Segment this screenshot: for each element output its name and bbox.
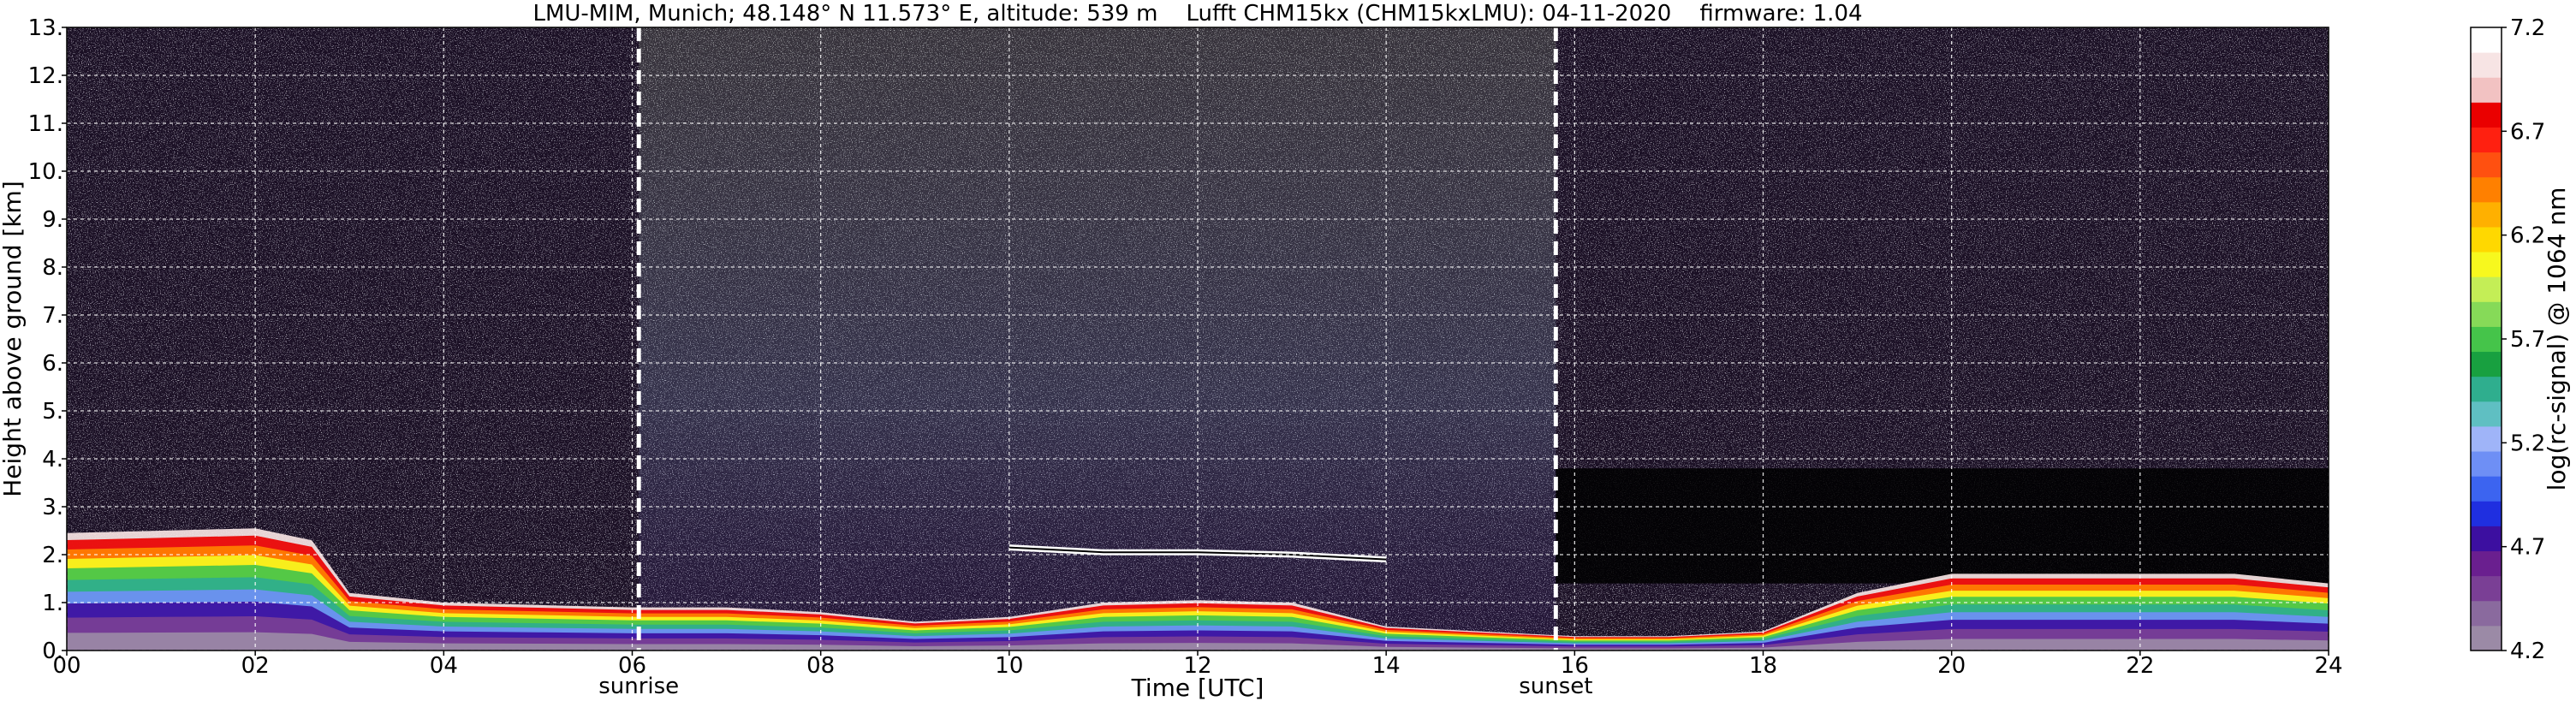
y-tick-label: 2. [42,543,63,568]
colorbar-segment [2471,351,2502,377]
x-axis: 00 02 04 06 08 10 12 14 16 18 20 22 24 [52,651,2343,679]
colorbar-segment [2471,425,2502,452]
colorbar-tick-label: 7.2 [2510,15,2545,41]
colorbar-segment [2471,301,2502,327]
y-tick-label: 9. [42,207,63,233]
colorbar-segment [2471,600,2502,627]
colorbar-segment [2471,276,2502,302]
colorbar-segment [2471,52,2502,78]
colorbar-tick-label: 6.2 [2510,223,2545,249]
colorbar-tick-label: 6.7 [2510,119,2545,145]
y-axis-label: Height above ground [km] [0,181,27,497]
y-tick-label: 8. [42,255,63,281]
colorbar-segment [2471,401,2502,427]
colorbar-segment [2471,176,2502,203]
y-tick-label: 13. [28,15,63,41]
y-tick-label: 3. [42,495,63,520]
sun-markers [636,27,1558,651]
colorbar-segment [2471,102,2502,128]
x-tick-label: 24 [2314,653,2342,679]
x-axis-label: Time [UTC] [1131,674,1264,702]
x-tick-label: 14 [1372,653,1401,679]
daytime-background-signal [639,27,1556,651]
colorbar-segment [2471,27,2502,53]
y-tick-label: 6. [42,351,63,377]
sun-marker-label: sunset [1519,674,1592,699]
colorbar-segment [2471,550,2502,577]
aerosol-band-8 [67,616,2329,651]
grid [67,27,2329,651]
elevated-layer-edge [1008,546,1387,561]
x-tick-label: 18 [1749,653,1777,679]
x-tick-label: 22 [2126,653,2154,679]
low-signal-region [1556,468,2329,584]
y-tick-label: 7. [42,303,63,329]
colorbar-label: log(rc-signal) @ 1064 nm [2543,187,2571,491]
x-tick-label: 16 [1561,653,1589,679]
marker-labels: sunrise sunset [598,674,1592,699]
colorbar-segment [2471,501,2502,526]
y-axis: 0. 1. 2. 3. 4. 5. 6. 7. 8. 9. 10. 11. 12. 13. [28,15,67,664]
y-tick-label: 4. [42,447,63,472]
plot-area [67,27,2329,651]
colorbar-segment [2471,127,2502,153]
x-tick-label: 10 [995,653,1023,679]
colorbar-segment [2471,575,2502,602]
y-tick-label: 11. [28,111,63,137]
y-tick-label: 0. [42,639,63,664]
x-tick-label: 04 [430,653,458,679]
colorbar-segment [2471,77,2502,103]
x-tick-label: 02 [241,653,270,679]
colorbar-segment [2471,451,2502,477]
y-tick-label: 12. [28,63,63,89]
colorbar-tick-label: 5.2 [2510,431,2545,456]
y-tick-label: 1. [42,591,63,616]
colorbar-tick-label: 5.7 [2510,327,2545,353]
colorbar-segment [2471,152,2502,178]
y-tick-label: 5. [42,399,63,425]
sun-marker-label: sunrise [598,674,679,699]
y-tick-label: 10. [28,159,63,185]
colorbar-segment [2471,625,2502,651]
x-tick-label: 12 [1183,653,1211,679]
colorbar-tick-label: 4.7 [2510,535,2545,561]
colorbar-segment [2471,201,2502,228]
colorbar: 4.2 4.7 5.2 5.7 6.2 6.7 7.2 [2470,15,2545,664]
x-tick-label: 20 [1937,653,1966,679]
colorbar-segment [2471,252,2502,277]
x-tick-label: 08 [806,653,835,679]
colorbar-tick-label: 4.2 [2510,639,2545,664]
colorbar-segment [2471,326,2502,353]
x-tick-label: 00 [52,653,80,679]
colorbar-segment [2471,376,2502,402]
x-tick-label: 06 [618,653,646,679]
chart-title: LMU-MIM, Munich; 48.148° N 11.573° E, al… [532,1,1862,27]
colorbar-segment [2471,476,2502,502]
colorbar-segment [2471,526,2502,552]
colorbar-segment [2471,226,2502,253]
